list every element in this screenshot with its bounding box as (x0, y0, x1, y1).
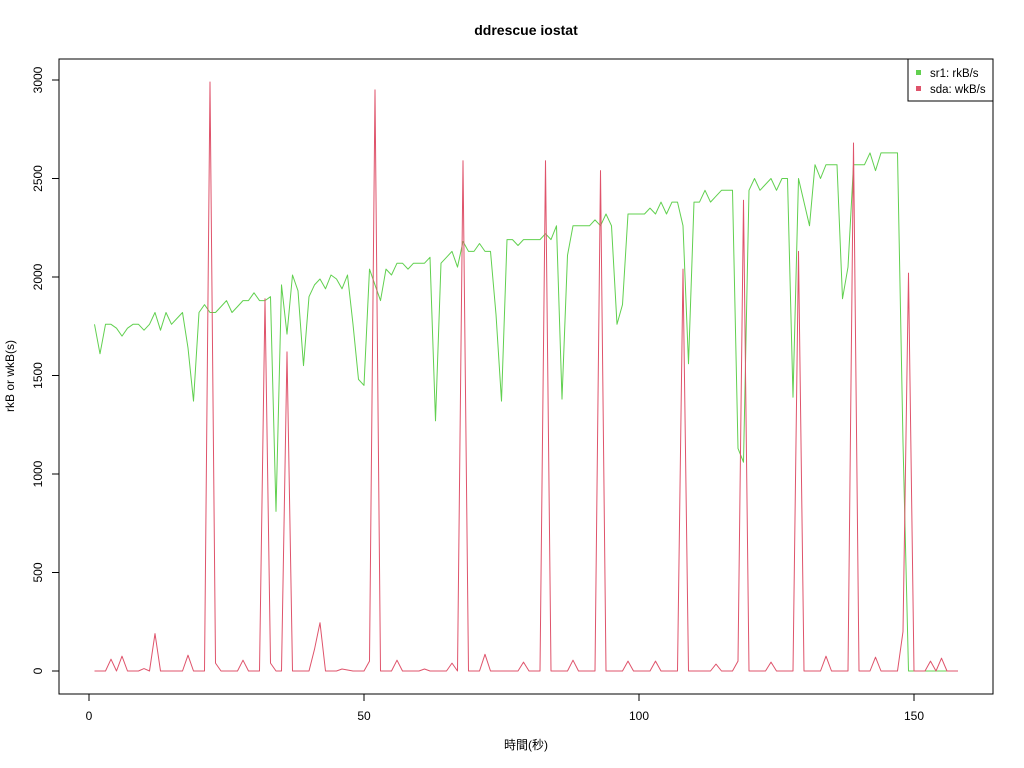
sr1-series-line (94, 152, 958, 672)
series-layer (94, 81, 958, 672)
x-tick-label: 0 (86, 709, 93, 723)
y-tick-label: 2000 (31, 263, 45, 290)
legend-label-sr1: sr1: rkB/s (930, 68, 979, 80)
plot-frame (58, 58, 994, 695)
legend: sr1: rkB/s sda: wkB/s (907, 58, 994, 102)
y-tick-label: 3000 (31, 66, 45, 93)
y-axis: 0 500 1000 1500 2000 2500 3000 (31, 66, 59, 674)
x-axis: 0 50 100 150 (86, 694, 924, 723)
legend-box (907, 58, 994, 102)
y-tick-label: 500 (31, 562, 45, 582)
chart-title: ddrescue iostat (474, 22, 578, 38)
y-tick-label: 0 (31, 667, 45, 674)
x-axis-label: 時間(秒) (504, 738, 548, 752)
x-tick-label: 100 (629, 709, 649, 723)
x-tick-label: 50 (357, 709, 371, 723)
legend-label-sda: sda: wkB/s (930, 84, 986, 96)
y-axis-label: rkB or wkB(s) (3, 340, 17, 412)
legend-swatch-sr1 (916, 70, 921, 75)
x-tick-label: 150 (904, 709, 924, 723)
y-tick-label: 1500 (31, 362, 45, 389)
legend-swatch-sda (916, 86, 921, 91)
y-tick-label: 1000 (31, 460, 45, 487)
sda-series-line (94, 81, 958, 672)
y-tick-label: 2500 (31, 165, 45, 192)
